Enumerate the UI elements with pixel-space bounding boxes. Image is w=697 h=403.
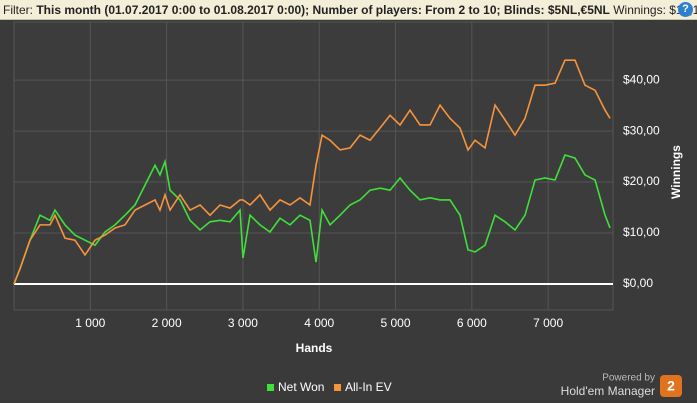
filter-label: Filter: [3, 3, 33, 17]
x-tick-label: 7 000 [533, 316, 563, 330]
x-tick-label: 5 000 [381, 316, 411, 330]
badge [660, 375, 682, 397]
x-axis-label: Hands [296, 341, 333, 355]
x-tick-label: 4 000 [304, 316, 334, 330]
legend-label: Net Won [278, 380, 324, 394]
legend-swatch [267, 384, 274, 391]
filter-bar: Filter: This month (01.07.2017 0:00 to 0… [0, 0, 697, 20]
x-tick-label: 6 000 [457, 316, 487, 330]
powered-by: Powered by [602, 373, 655, 384]
y-tick-label: $20,00 [623, 174, 660, 188]
product-name: Hold'em Manager [561, 384, 655, 398]
x-tick-label: 1 000 [75, 316, 105, 330]
y-tick-label: $10,00 [623, 225, 660, 239]
y-tick-label: $40,00 [623, 72, 660, 86]
badge-text: 2 [667, 378, 675, 394]
series-line [13, 59, 611, 285]
y-tick-label: $0,00 [623, 276, 653, 290]
legend-swatch [334, 384, 341, 391]
x-tick-label: 3 000 [228, 316, 258, 330]
filter-summary: Winnings: $13,15 [613, 3, 697, 17]
y-axis-label: Winnings [669, 145, 683, 199]
series-line [13, 154, 611, 285]
help-button[interactable]: ? [678, 2, 693, 17]
x-tick-label: 2 000 [152, 316, 182, 330]
y-tick-label: $30,00 [623, 123, 660, 137]
plot-area [13, 21, 614, 311]
legend-label: All-In EV [345, 380, 392, 394]
filter-criteria: This month (01.07.2017 0:00 to 01.08.201… [36, 3, 610, 17]
